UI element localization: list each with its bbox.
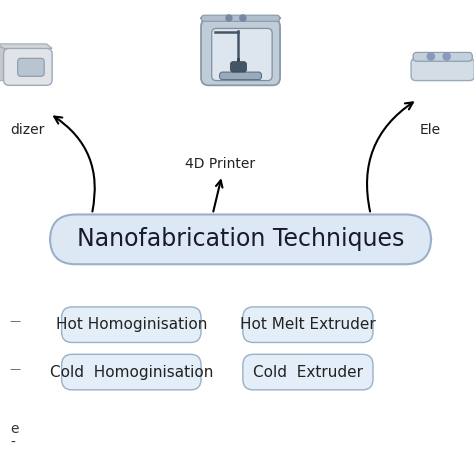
Text: 4D Printer: 4D Printer <box>184 156 255 171</box>
Text: —: — <box>9 316 20 327</box>
Circle shape <box>240 15 246 21</box>
Text: Ele: Ele <box>419 123 440 137</box>
FancyBboxPatch shape <box>4 48 52 85</box>
Text: Hot Homoginisation: Hot Homoginisation <box>55 317 207 332</box>
FancyBboxPatch shape <box>219 72 262 80</box>
FancyBboxPatch shape <box>413 52 472 61</box>
FancyBboxPatch shape <box>62 307 201 342</box>
FancyBboxPatch shape <box>411 58 474 81</box>
Text: Cold  Homoginisation: Cold Homoginisation <box>50 365 213 380</box>
Text: -: - <box>10 436 15 450</box>
Text: Hot Melt Extruder: Hot Melt Extruder <box>240 317 376 332</box>
FancyBboxPatch shape <box>62 355 201 390</box>
FancyBboxPatch shape <box>201 15 280 21</box>
FancyBboxPatch shape <box>230 62 246 72</box>
Text: Nanofabrication Techniques: Nanofabrication Techniques <box>77 228 404 251</box>
FancyBboxPatch shape <box>201 19 280 85</box>
Text: —: — <box>9 364 20 374</box>
FancyBboxPatch shape <box>243 355 373 390</box>
FancyBboxPatch shape <box>50 215 431 264</box>
Text: e: e <box>10 422 19 436</box>
FancyBboxPatch shape <box>212 28 272 81</box>
Polygon shape <box>0 44 52 48</box>
FancyBboxPatch shape <box>243 307 373 342</box>
Circle shape <box>226 15 232 21</box>
Text: Cold  Extruder: Cold Extruder <box>253 365 363 380</box>
FancyBboxPatch shape <box>0 47 6 81</box>
FancyBboxPatch shape <box>18 58 44 76</box>
Circle shape <box>427 53 434 60</box>
Text: dizer: dizer <box>10 123 45 137</box>
Circle shape <box>443 53 450 60</box>
